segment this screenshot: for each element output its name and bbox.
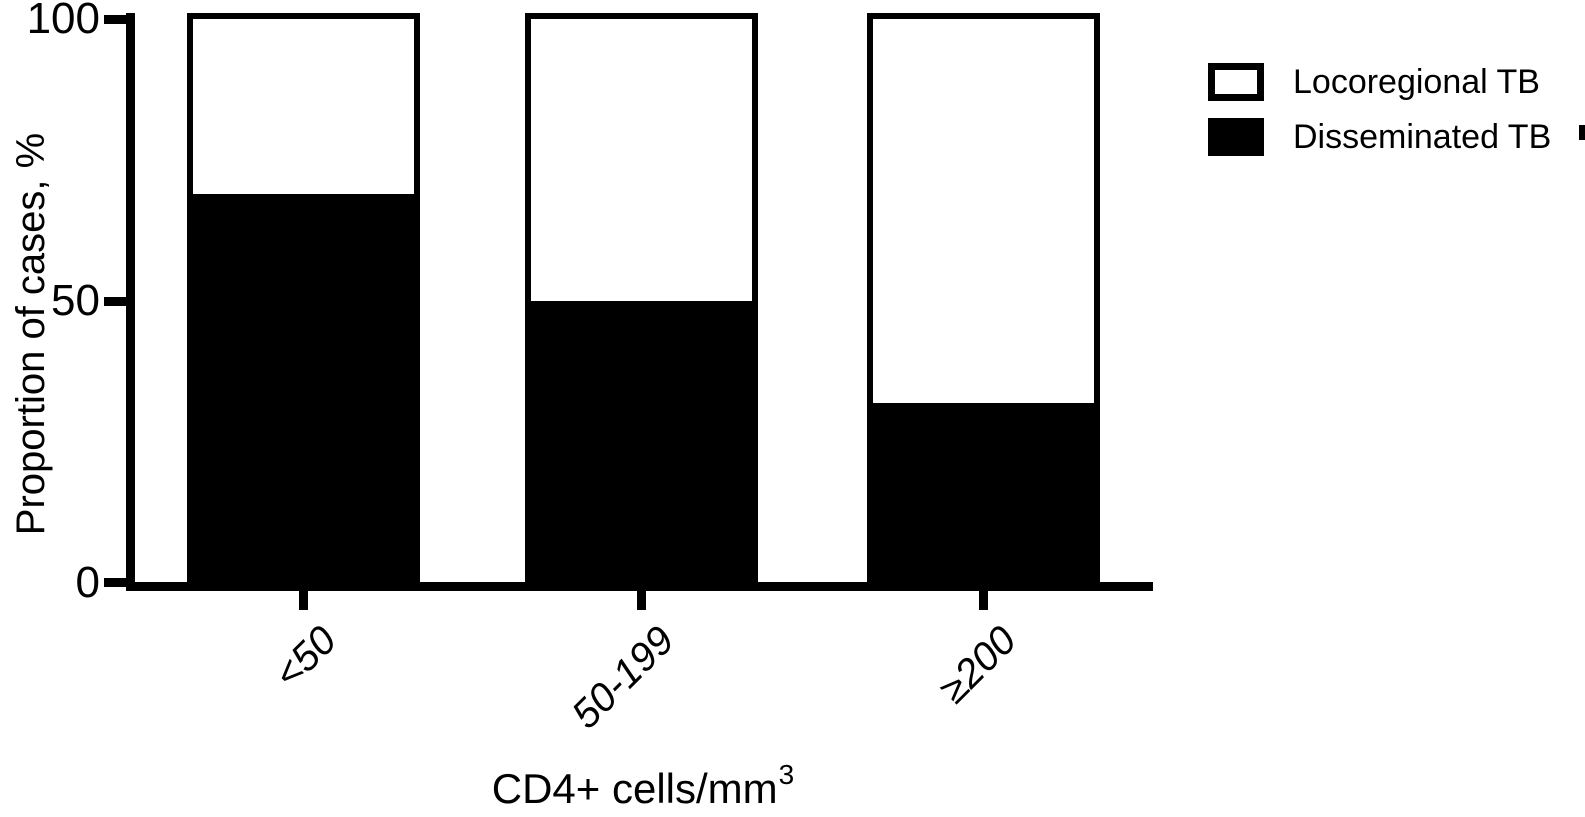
x-axis-title: CD4+ cells/mm3 (135, 759, 1150, 813)
bar-segment (193, 19, 414, 194)
y-tick-mark (104, 296, 127, 306)
stacked-bar (525, 13, 758, 589)
y-tick-label: 100 (26, 0, 100, 43)
bar-segment (531, 301, 752, 583)
legend-label: Disseminated TB (1293, 117, 1552, 156)
legend: Locoregional TB Disseminated TB (1208, 62, 1551, 172)
x-tick-label: ≥200 (930, 618, 1025, 712)
bar-segment (873, 402, 1094, 583)
x-tick-mark (299, 590, 308, 610)
bar-segment (193, 193, 414, 583)
bar-segment (531, 19, 752, 301)
y-tick-mark (104, 578, 127, 587)
x-tick-label: <50 (265, 618, 345, 698)
legend-entry: Locoregional TB (1208, 62, 1551, 102)
legend-label: Locoregional TB (1293, 62, 1540, 101)
stacked-bar (187, 13, 420, 589)
y-tick-label: 50 (51, 276, 100, 325)
x-tick-mark (637, 590, 646, 610)
y-tick-mark (104, 14, 127, 24)
legend-entry: Disseminated TB (1208, 117, 1551, 157)
y-axis-line (126, 13, 135, 590)
bar-segment (873, 19, 1094, 403)
stacked-bar (867, 13, 1100, 589)
figure-edge-artifact (1579, 125, 1585, 140)
legend-swatch (1208, 118, 1264, 156)
y-axis-title: Proportion of cases, % (9, 132, 53, 536)
x-axis-title-superscript: 3 (778, 759, 795, 790)
x-tick-label: 50-199 (563, 618, 683, 738)
legend-swatch (1208, 63, 1264, 101)
x-axis-title-text: CD4+ cells/mm (491, 765, 778, 812)
y-tick-label: 0 (75, 558, 100, 607)
x-tick-mark (979, 590, 988, 610)
